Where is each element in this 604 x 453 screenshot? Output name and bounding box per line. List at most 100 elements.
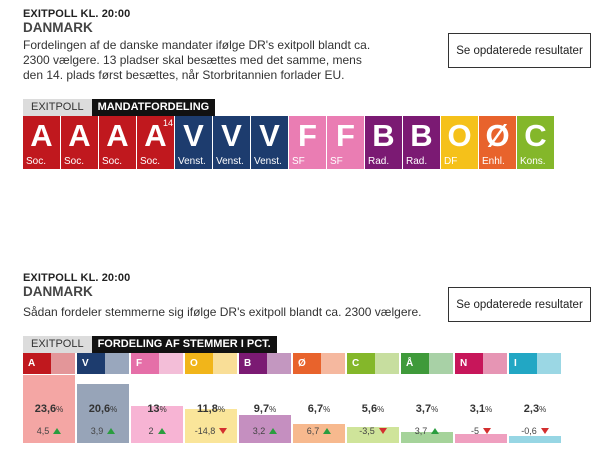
header-accent	[105, 353, 129, 374]
seat-party-label: Soc.	[140, 156, 161, 167]
seat-tile: F SF	[289, 116, 326, 169]
arrow-up-icon	[53, 428, 62, 434]
party-header: O	[185, 353, 237, 374]
vote-percentage: 11,8%	[185, 403, 237, 415]
seat-tile: B Rad.	[403, 116, 440, 169]
seat-party-label: Venst.	[216, 156, 244, 167]
vote-percentage: 3,7%	[401, 403, 453, 415]
seat-party-letter: B	[410, 118, 433, 153]
vote-column: C 5,6% -3,5	[347, 353, 399, 443]
party-header: Ø	[293, 353, 345, 374]
seat-party-label: Rad.	[406, 156, 428, 167]
section1-overline: EXITPOLL KL. 20:00	[23, 8, 131, 20]
vote-bar	[77, 384, 129, 443]
percent-sign: %	[56, 405, 64, 414]
arrow-up-icon	[157, 428, 166, 434]
party-letter: I	[514, 358, 517, 369]
party-header: B	[239, 353, 291, 374]
seat-party-letter: F	[298, 118, 317, 153]
vote-percentage-value: 23,6	[34, 403, 57, 415]
seat-tile: A Soc.	[23, 116, 60, 169]
vote-change-value: 3,9	[90, 426, 104, 436]
vote-percentage-value: 20,6	[88, 403, 111, 415]
header-accent	[213, 353, 237, 374]
vote-change-value: 6,7	[306, 426, 320, 436]
tab-vote-distribution[interactable]: FORDELING AF STEMMER I PCT.	[91, 336, 277, 353]
seat-party-letter: A	[30, 118, 53, 153]
tab-seat-distribution[interactable]: MANDATFORDELING	[91, 99, 216, 116]
vote-percentage-value: 6,7	[307, 403, 324, 415]
party-letter: Ø	[298, 358, 306, 369]
party-header: V	[77, 353, 129, 374]
seat-tile: A Soc.	[99, 116, 136, 169]
percent-sign: %	[539, 405, 547, 414]
percent-sign: %	[323, 405, 331, 414]
vote-change: -5	[455, 426, 507, 436]
vote-percentage-value: 3,7	[415, 403, 432, 415]
seat-party-label: SF	[330, 156, 343, 167]
vote-column: B 9,7% 3,2	[239, 353, 291, 443]
header-accent	[483, 353, 507, 374]
seat-tile: O DF	[441, 116, 478, 169]
seat-tile: A Soc.	[61, 116, 98, 169]
section1-country-title: DANMARK	[23, 20, 93, 35]
party-header: Å	[401, 353, 453, 374]
seat-party-label: Soc.	[64, 156, 85, 167]
party-letter: O	[190, 358, 198, 369]
desc-line: den 14. plads først besættes, når Storbr…	[23, 68, 345, 82]
seat-tile: V Venst.	[213, 116, 250, 169]
arrow-down-icon	[219, 428, 228, 434]
vote-distribution-tabbar: EXITPOLL FORDELING AF STEMMER I PCT.	[23, 336, 277, 353]
party-letter: N	[460, 358, 468, 369]
party-header: N	[455, 353, 507, 374]
vote-percentage-value: 5,6	[361, 403, 378, 415]
vote-bar	[455, 434, 507, 443]
seat-party-label: Venst.	[178, 156, 206, 167]
tab-exitpoll[interactable]: EXITPOLL	[23, 99, 92, 116]
tab-exitpoll[interactable]: EXITPOLL	[23, 336, 92, 353]
seat-party-label: DF	[444, 156, 458, 167]
seat-party-label: Soc.	[102, 156, 123, 167]
vote-column: Ø 6,7% 6,7	[293, 353, 345, 443]
vote-bar	[23, 375, 75, 443]
seat-tile: B Rad.	[365, 116, 402, 169]
vote-change-value: 2	[148, 426, 154, 436]
seat-party-letter: C	[524, 118, 547, 153]
vote-percentage: 23,6%	[23, 403, 75, 415]
vote-change: -14,8	[185, 426, 237, 436]
desc-line: 2300 vælgere. 13 pladser skal besættes m…	[23, 53, 362, 67]
party-letter: V	[82, 358, 89, 369]
vote-bar	[239, 415, 291, 443]
vote-change: 6,7	[293, 426, 345, 436]
seat-party-letter: F	[336, 118, 355, 153]
percent-sign: %	[159, 405, 167, 414]
vote-distribution-row: A 23,6% 4,5 V 20,6% 3,9 F 13% 2 O 11,8% -14,8 B 9,7% 3…	[23, 353, 563, 443]
vote-percentage: 3,1%	[455, 403, 507, 415]
seat-tile: A Soc. 14	[137, 116, 174, 169]
arrow-up-icon	[323, 428, 332, 434]
vote-column: O 11,8% -14,8	[185, 353, 237, 443]
seat-party-letter: A	[106, 118, 129, 153]
vote-percentage: 6,7%	[293, 403, 345, 415]
party-letter: A	[28, 358, 36, 369]
seat-party-letter: B	[372, 118, 395, 153]
seat-party-letter: O	[447, 118, 472, 153]
vote-percentage-value: 11,8	[197, 403, 218, 415]
party-header: F	[131, 353, 183, 374]
vote-bar	[185, 409, 237, 443]
vote-column: I 2,3% -0,6	[509, 353, 561, 443]
section2-overline: EXITPOLL KL. 20:00	[23, 272, 131, 284]
update-results-button[interactable]: Se opdaterede resultater	[448, 287, 591, 322]
seat-distribution-row: A Soc. A Soc. A Soc. A Soc. 14 V Venst. V Venst. V Ven…	[23, 116, 555, 169]
party-header: C	[347, 353, 399, 374]
header-accent	[267, 353, 291, 374]
vote-percentage: 13%	[131, 403, 183, 415]
desc-line: Fordelingen af de danske mandater ifølge…	[23, 38, 371, 52]
party-letter: F	[136, 358, 143, 369]
percent-sign: %	[217, 405, 225, 414]
update-results-button[interactable]: Se opdaterede resultater	[448, 33, 591, 68]
vote-change: 3,9	[77, 426, 129, 436]
seat-party-letter: V	[221, 118, 242, 153]
seat-tile: C Kons.	[517, 116, 554, 169]
vote-change: -0,6	[509, 426, 561, 436]
